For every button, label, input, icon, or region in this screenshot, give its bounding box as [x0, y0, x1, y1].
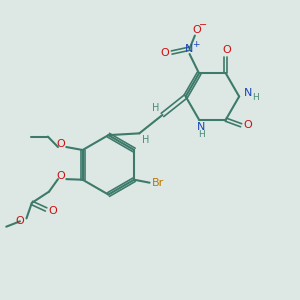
Text: H: H — [252, 94, 259, 103]
Text: O: O — [48, 206, 57, 216]
Text: H: H — [152, 103, 159, 113]
Text: N: N — [185, 44, 194, 54]
Text: +: + — [192, 40, 199, 49]
Text: O: O — [56, 139, 65, 149]
Text: O: O — [192, 25, 201, 34]
Text: Br: Br — [152, 178, 164, 188]
Text: O: O — [161, 47, 170, 58]
Text: N: N — [197, 122, 206, 132]
Text: H: H — [142, 135, 150, 145]
Text: O: O — [243, 120, 252, 130]
Text: O: O — [222, 45, 231, 56]
Text: N: N — [244, 88, 252, 98]
Text: −: − — [199, 20, 207, 30]
Text: H: H — [198, 130, 205, 139]
Text: O: O — [56, 171, 65, 181]
Text: O: O — [16, 216, 24, 226]
